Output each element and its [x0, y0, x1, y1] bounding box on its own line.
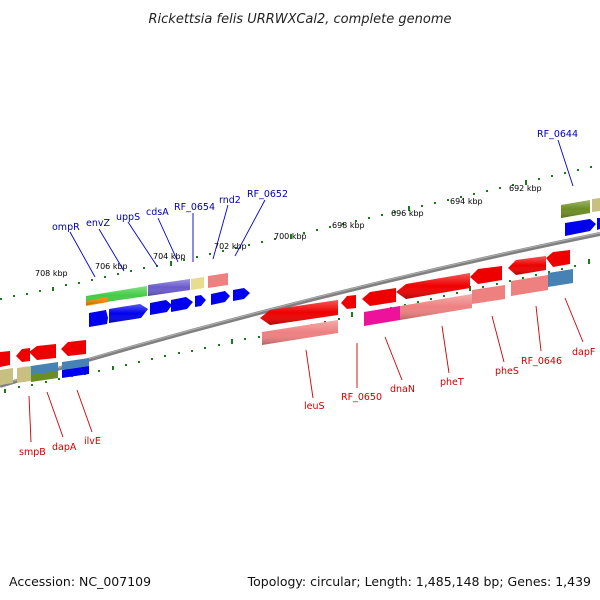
gene-label[interactable]: ilvE: [84, 436, 101, 447]
gene-label[interactable]: RF_0654: [174, 202, 215, 213]
cds-arrow[interactable]: [29, 344, 56, 360]
tick-labels: 708 kbp 706 kbp 704 kbp 702 kbp 700 kbp …: [35, 184, 542, 278]
cds-arrow[interactable]: [89, 310, 108, 327]
tick-label: 704 kbp: [153, 252, 186, 261]
forward-leaders: [69, 139, 574, 278]
cds-arrow[interactable]: [211, 291, 230, 305]
tick-label: 706 kbp: [95, 262, 128, 271]
cds-arrow[interactable]: [597, 218, 600, 230]
gene-feature[interactable]: [31, 371, 58, 382]
gene-feature[interactable]: [208, 273, 228, 288]
gene-label[interactable]: ompR: [52, 222, 80, 233]
cds-arrow[interactable]: [470, 266, 502, 284]
tick-label: 696 kbp: [391, 209, 424, 218]
reverse-strand-genes: [0, 250, 573, 385]
shading: [260, 256, 546, 345]
gene-feature[interactable]: [592, 198, 600, 212]
cds-arrow[interactable]: [150, 300, 172, 315]
tick-label: 694 kbp: [450, 197, 483, 206]
cds-arrow[interactable]: [546, 250, 570, 267]
gene-feature[interactable]: [511, 275, 548, 296]
gene-feature[interactable]: [364, 306, 400, 326]
cds-arrow[interactable]: [195, 295, 206, 307]
gene-label[interactable]: smpB: [19, 447, 46, 458]
gene-label[interactable]: RF_0646: [521, 356, 562, 367]
cds-arrow[interactable]: [16, 348, 30, 362]
cds-arrow[interactable]: [171, 297, 193, 312]
gene-feature[interactable]: [0, 368, 13, 385]
gene-label[interactable]: cdsA: [146, 207, 169, 218]
gene-feature[interactable]: [17, 366, 31, 383]
gene-label[interactable]: dapF: [572, 347, 595, 358]
gene-label[interactable]: rnd2: [219, 195, 241, 206]
gene-label[interactable]: RF_0650: [341, 392, 382, 403]
forward-strand-genes: [86, 198, 600, 327]
outer-tick-track: [0, 166, 592, 300]
genome-summary-text: Topology: circular; Length: 1,485,148 bp…: [247, 574, 591, 589]
cds-arrow[interactable]: [341, 295, 356, 309]
gene-label[interactable]: dnaN: [390, 384, 415, 395]
gene-label[interactable]: leuS: [304, 401, 325, 412]
tick-label: 698 kbp: [332, 221, 365, 230]
map-title: Rickettsia felis URRWXCal2, complete gen…: [149, 12, 452, 27]
tick-label: 708 kbp: [35, 269, 68, 278]
forward-gene-labels: ompR envZ uppS cdsA RF_0654 rnd2 RF_0652…: [52, 129, 578, 233]
gene-feature[interactable]: [62, 366, 89, 378]
gene-label[interactable]: uppS: [116, 212, 140, 223]
tick-label: 692 kbp: [509, 184, 542, 193]
gene-label[interactable]: RF_0644: [537, 129, 578, 140]
gene-feature[interactable]: [191, 277, 204, 290]
cds-arrow[interactable]: [0, 351, 10, 367]
reverse-leaders: [28, 297, 584, 443]
tick-label: 700 kbp: [274, 232, 307, 241]
gene-label[interactable]: RF_0652: [247, 189, 288, 200]
cds-arrow[interactable]: [61, 340, 86, 356]
reverse-gene-labels: smpB dapA ilvE leuS RF_0650 dnaN pheT ph…: [19, 347, 595, 458]
gene-feature[interactable]: [472, 285, 505, 304]
cds-arrow[interactable]: [362, 288, 396, 306]
gene-label[interactable]: pheS: [495, 366, 519, 377]
tick-label: 702 kbp: [214, 242, 247, 251]
shading: [86, 200, 590, 323]
accession-text: Accession: NC_007109: [9, 574, 151, 589]
gene-label[interactable]: envZ: [86, 218, 110, 229]
gene-label[interactable]: pheT: [440, 377, 464, 388]
cds-arrow[interactable]: [565, 219, 596, 236]
gene-feature[interactable]: [548, 269, 573, 287]
gene-label[interactable]: dapA: [52, 442, 77, 453]
cds-arrow[interactable]: [233, 288, 250, 301]
